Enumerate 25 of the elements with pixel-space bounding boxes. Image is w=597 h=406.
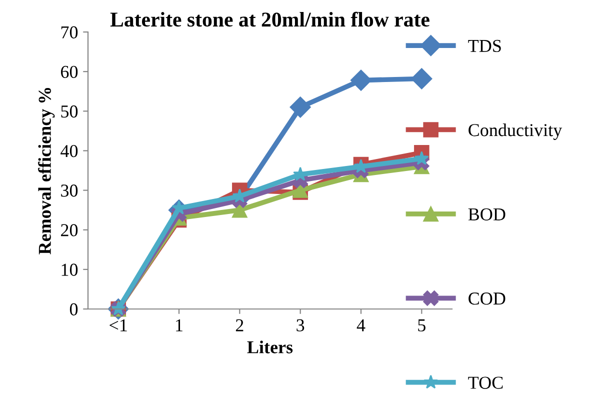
x-axis-title: Liters [247,340,293,354]
y-tick-label: 10 [62,264,78,276]
x-tick-label: <1 [110,319,127,332]
point [414,150,429,165]
point [290,96,311,118]
legend-label: COD [468,292,506,305]
y-tick-label: 50 [61,105,78,118]
point [411,68,432,90]
legend-label: BOD [468,208,506,220]
y-tick-label: 30 [61,184,78,197]
y-tick-label: 60 [61,66,78,78]
y-tick-label: 70 [61,26,78,38]
y-tick-label: 0 [70,303,78,316]
x-tick-label: 1 [176,319,182,332]
x-tick-label: 5 [418,319,426,332]
y-tick-label: 40 [60,144,78,158]
x-tick-label: 4 [356,319,366,332]
x-tick-label: 3 [296,319,304,332]
y-tick-label: 20 [61,224,78,236]
y-axis-title: Removal efficiency % [38,88,55,254]
chart-title: Laterite stone at 20ml/min flow rate [110,12,430,27]
x-tick-label: 2 [236,319,244,332]
legend-label: Conductivity [468,124,562,140]
legend-label: TDS [468,40,501,52]
legend-label: TOC [468,376,503,389]
